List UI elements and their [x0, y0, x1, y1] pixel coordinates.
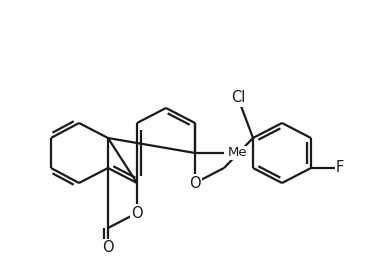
Text: Cl: Cl: [231, 91, 245, 106]
Text: F: F: [336, 160, 344, 175]
Text: O: O: [102, 240, 114, 255]
Text: O: O: [131, 206, 143, 221]
Text: O: O: [189, 175, 201, 190]
Text: Me: Me: [228, 147, 248, 159]
